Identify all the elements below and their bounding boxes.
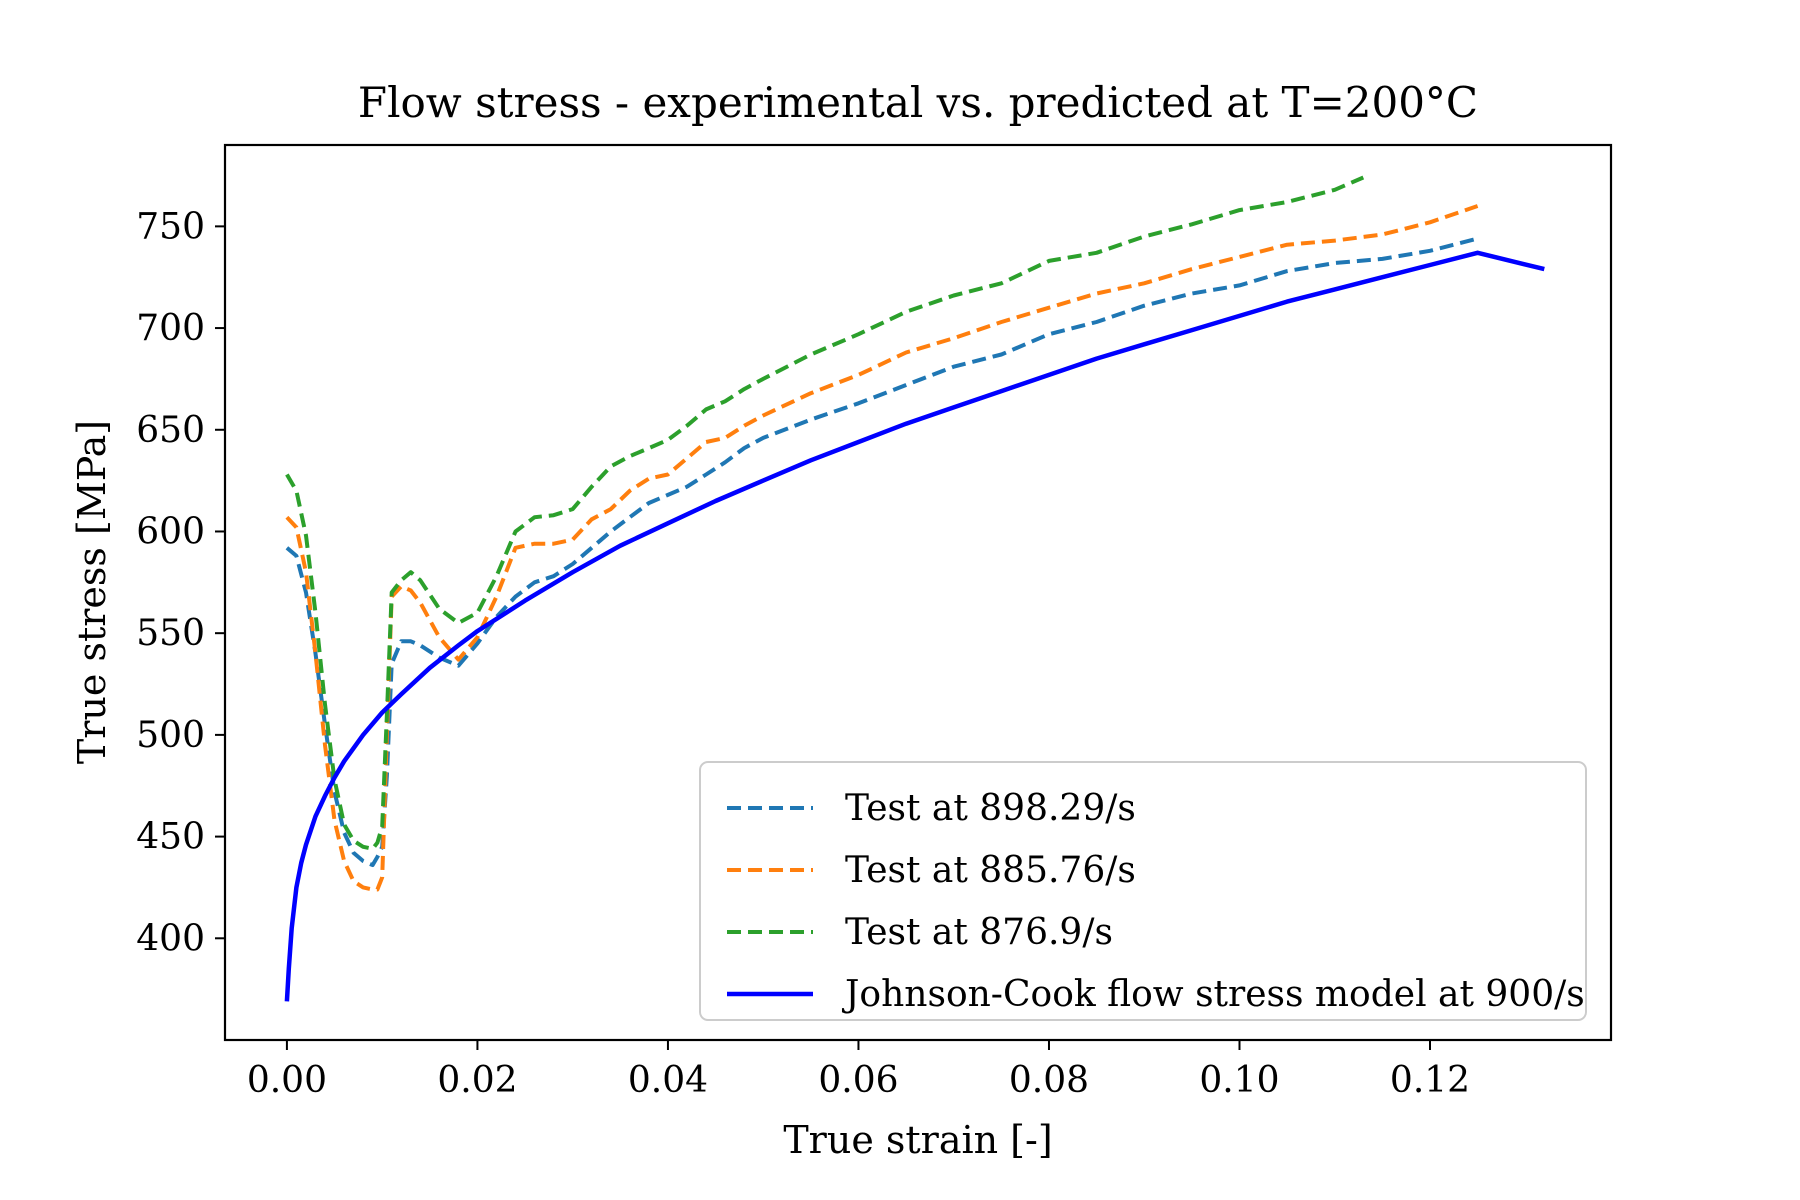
- chart-title: Flow stress - experimental vs. predicted…: [358, 78, 1478, 127]
- y-tick-label: 550: [136, 613, 205, 654]
- legend-label-1: Test at 898.29/s: [845, 788, 1136, 829]
- y-axis: 400 450 500 550 600 650 700 750: [136, 206, 225, 959]
- x-tick-label: 0.12: [1390, 1060, 1470, 1101]
- legend-label-3: Test at 876.9/s: [845, 912, 1113, 953]
- x-tick-label: 0.06: [818, 1060, 898, 1101]
- x-tick-label: 0.10: [1199, 1060, 1279, 1101]
- x-tick-label: 0.00: [247, 1060, 327, 1101]
- series-line-1: [285, 236, 1479, 868]
- x-tick-label: 0.08: [1009, 1060, 1089, 1101]
- y-tick-label: 500: [136, 715, 205, 756]
- y-tick-label: 650: [136, 410, 205, 451]
- x-tick-label: 0.02: [437, 1060, 517, 1101]
- plot-frame: [223, 143, 1613, 1042]
- y-axis-label: True stress [MPa]: [70, 420, 114, 764]
- y-tick-label: 400: [136, 918, 205, 959]
- legend-label-4: Johnson-Cook flow stress model at 900/s: [841, 974, 1585, 1015]
- legend-label-2: Test at 885.76/s: [845, 850, 1136, 891]
- y-tick-label: 450: [136, 817, 205, 858]
- x-axis-label: True strain [-]: [783, 1118, 1052, 1162]
- y-tick-label: 750: [136, 206, 205, 247]
- legend-box: [699, 761, 1587, 1021]
- series-line-3: [285, 175, 1365, 851]
- series-line-4: [284, 250, 1545, 1002]
- x-tick-label: 0.04: [628, 1060, 708, 1101]
- series-line-2: [285, 204, 1479, 892]
- series-layer: [284, 175, 1545, 1002]
- x-axis: 0.00 0.02 0.04 0.06 0.08 0.10 0.12: [247, 1040, 1470, 1101]
- y-tick-label: 600: [136, 511, 205, 552]
- legend: Test at 898.29/s Test at 885.76/s Test at …: [699, 761, 1587, 1021]
- y-tick-label: 700: [136, 308, 205, 349]
